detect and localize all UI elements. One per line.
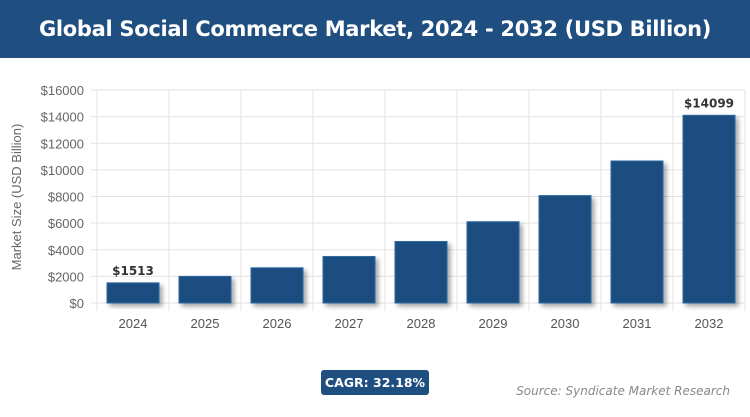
y-tick-label: $2000 (48, 269, 84, 284)
bar-2028 (394, 241, 448, 304)
bar-2031 (610, 160, 664, 304)
x-tick-label: 2028 (407, 316, 436, 331)
bar-2025 (178, 275, 232, 304)
x-tick-label: 2026 (263, 316, 292, 331)
y-tick-label: $4000 (48, 243, 84, 258)
y-tick-label: $12000 (41, 136, 84, 151)
source-note: Source: Syndicate Market Research (516, 384, 730, 398)
bar-2024 (106, 282, 160, 304)
data-label: $1513 (112, 264, 154, 278)
x-tick-label: 2031 (623, 316, 652, 331)
cagr-badge: CAGR: 32.18% (321, 370, 429, 395)
y-tick-label: $0 (70, 296, 84, 311)
x-tick-label: 2029 (479, 316, 508, 331)
chart-title: Global Social Commerce Market, 2024 - 20… (0, 0, 750, 58)
y-tick-label: $8000 (48, 190, 84, 205)
bar-2029 (466, 221, 520, 304)
y-tick-label: $10000 (41, 163, 84, 178)
y-tick-label: $14000 (41, 110, 84, 125)
bar-2030 (538, 195, 592, 304)
x-tick-label: 2024 (119, 316, 148, 331)
y-axis-label: Market Size (USD Billion) (9, 124, 24, 271)
bar-2026 (250, 267, 304, 304)
data-label: $14099 (684, 96, 734, 110)
x-tick-label: 2025 (191, 316, 220, 331)
x-tick-label: 2030 (551, 316, 580, 331)
bar-2027 (322, 255, 376, 304)
bar-2032 (682, 114, 736, 304)
x-tick-label: 2032 (695, 316, 724, 331)
y-tick-label: $16000 (41, 83, 84, 98)
x-tick-label: 2027 (335, 316, 364, 331)
y-tick-label: $6000 (48, 216, 84, 231)
